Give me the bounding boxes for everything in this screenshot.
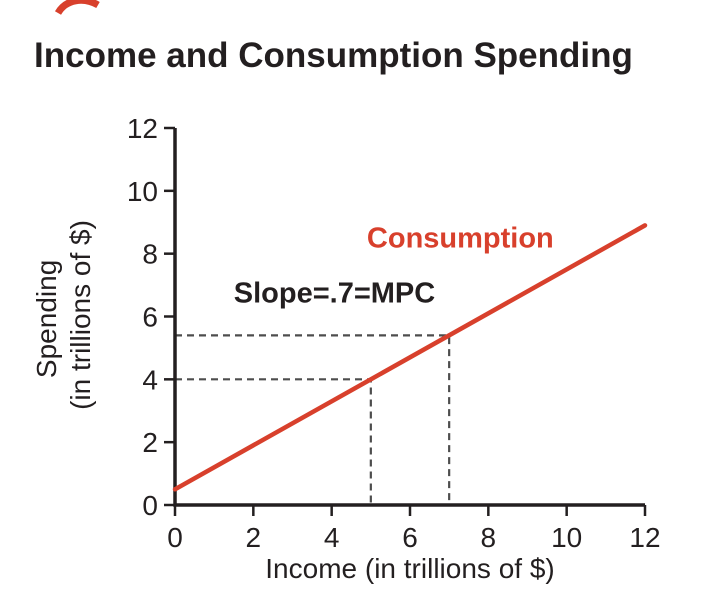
y-axis-label-line2: (in trillions of $) bbox=[65, 220, 96, 410]
x-tick-label: 12 bbox=[629, 522, 660, 553]
line-chart: Spending (in trillions of $) Income (in … bbox=[31, 113, 661, 584]
x-tick-label: 8 bbox=[481, 522, 497, 553]
plot-area: 0 2 4 6 8 10 12 0 2 4 6 8 10 12 Consumption Slope=.7=MP… bbox=[127, 113, 661, 553]
y-tick-label: 2 bbox=[142, 427, 158, 458]
y-axis-label: Spending (in trillions of $) bbox=[31, 220, 96, 410]
x-tick-label: 0 bbox=[167, 522, 183, 553]
x-tick-label: 2 bbox=[246, 522, 262, 553]
y-axis-label-line1: Spending bbox=[31, 260, 62, 378]
y-tick-label: 0 bbox=[142, 490, 158, 521]
y-tick-label: 6 bbox=[142, 302, 158, 333]
consumption-label: Consumption bbox=[367, 222, 554, 254]
red-mark-icon bbox=[54, 0, 100, 16]
cropped-red-logo-mark bbox=[54, 0, 102, 20]
reference-dashed-line bbox=[175, 334, 451, 505]
y-tick-label: 10 bbox=[127, 176, 158, 207]
y-tick-label: 8 bbox=[142, 239, 158, 270]
x-tick-label: 4 bbox=[324, 522, 340, 553]
x-tick-label: 10 bbox=[551, 522, 582, 553]
y-tick-label: 12 bbox=[127, 113, 158, 144]
slope-mpc-label: Slope=.7=MPC bbox=[234, 277, 436, 309]
x-axis-label: Income (in trillions of $) bbox=[265, 553, 554, 584]
x-tick-label: 6 bbox=[402, 522, 418, 553]
consumption-line bbox=[172, 223, 648, 492]
chart-title: Income and Consumption Spending bbox=[34, 36, 633, 75]
y-tick-label: 4 bbox=[142, 364, 158, 395]
